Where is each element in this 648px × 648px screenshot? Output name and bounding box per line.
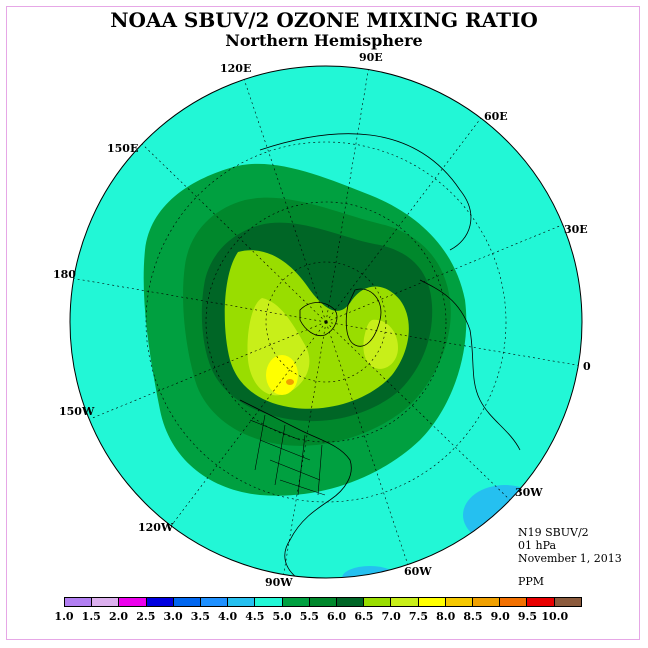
figure-frame — [6, 6, 640, 640]
colorbar-tick-label: 4.5 — [245, 610, 265, 623]
coast-arctic — [299, 302, 338, 337]
page-subtitle: Northern Hemisphere — [225, 31, 423, 50]
colorbar-tick-label: 6.5 — [354, 610, 374, 623]
colorbar-tick-label: 2.0 — [108, 610, 129, 623]
colorbar-cell — [201, 598, 229, 606]
contour-7-5 — [266, 355, 298, 395]
colorbar-cell — [473, 598, 501, 606]
graticule — [70, 66, 582, 578]
us-state-lines — [249, 414, 326, 496]
lon-label-90e: 90E — [359, 51, 383, 64]
contour-7-0-east — [363, 319, 398, 369]
colorbar-cell — [65, 598, 93, 606]
colorbar-cell — [445, 598, 474, 606]
colorbar-cell — [173, 598, 202, 606]
colorbar-tick-label: 1.0 — [54, 610, 74, 623]
coast-north-america — [239, 399, 352, 578]
colorbar-tick-label: 9.5 — [517, 610, 538, 623]
colorbar-cell — [554, 598, 581, 606]
colorbar-tick-label: 1.5 — [81, 610, 101, 623]
lon-label-0: 0 — [583, 360, 591, 373]
colorbar-cell — [337, 598, 365, 606]
colorbar-cell — [500, 598, 528, 606]
coast-europe — [419, 279, 521, 451]
colorbar-cell — [119, 598, 147, 606]
colorbar-tick-label: 7.0 — [381, 610, 401, 623]
max-ozone-spot — [286, 379, 294, 385]
colorbar-cell — [364, 598, 392, 606]
colorbar-cell — [255, 598, 283, 606]
lon-label-60e: 60E — [484, 110, 508, 123]
globe-outline — [69, 65, 583, 579]
colorbar — [64, 597, 582, 607]
colorbar-tick-label: 3.0 — [163, 610, 183, 623]
level-label: 01 hPa — [518, 539, 557, 552]
colorbar-cell — [418, 598, 446, 606]
lon-label-30e: 30E — [564, 223, 588, 236]
lon-label-180: 180 — [53, 268, 76, 281]
colorbar-cell — [309, 598, 338, 606]
coastlines — [239, 133, 521, 578]
colorbar-tick-label: 8.0 — [436, 610, 456, 623]
colorbar-tick-label: 9.0 — [490, 610, 510, 623]
colorbar-cell — [228, 598, 256, 606]
coast-greenland — [345, 288, 382, 347]
colorbar-tick-label: 5.5 — [299, 610, 319, 623]
colorbar-cell — [92, 598, 120, 606]
colorbar-tick-label: 6.0 — [327, 610, 347, 623]
instrument-label: N19 SBUV/2 — [518, 526, 589, 539]
lon-label-30w: 30W — [515, 486, 543, 499]
colorbar-tick-label: 7.5 — [408, 610, 428, 623]
colorbar-tick-label: 5.0 — [272, 610, 292, 623]
colorbar-cell — [527, 598, 555, 606]
colorbar-tick-label: 10.0 — [541, 610, 569, 623]
colorbar-tick-label: 3.5 — [190, 610, 210, 623]
lon-label-60w: 60W — [404, 565, 432, 578]
lon-label-150w: 150W — [59, 405, 95, 418]
units-label: PPM — [518, 575, 545, 588]
colorbar-cell — [282, 598, 310, 606]
colorbar-tick-label: 4.0 — [218, 610, 238, 623]
lon-label-150e: 150E — [107, 142, 138, 155]
coast-asia — [259, 133, 472, 251]
lon-label-90w: 90W — [265, 576, 293, 589]
colorbar-tick-label: 2.5 — [136, 610, 156, 623]
colorbar-tick-label: 8.5 — [463, 610, 483, 623]
lon-label-120w: 120W — [138, 521, 174, 534]
page-title: NOAA SBUV/2 OZONE MIXING RATIO — [110, 8, 538, 32]
date-label: November 1, 2013 — [518, 552, 622, 565]
lon-label-120e: 120E — [220, 62, 251, 75]
colorbar-cell — [146, 598, 174, 606]
colorbar-cell — [391, 598, 419, 606]
